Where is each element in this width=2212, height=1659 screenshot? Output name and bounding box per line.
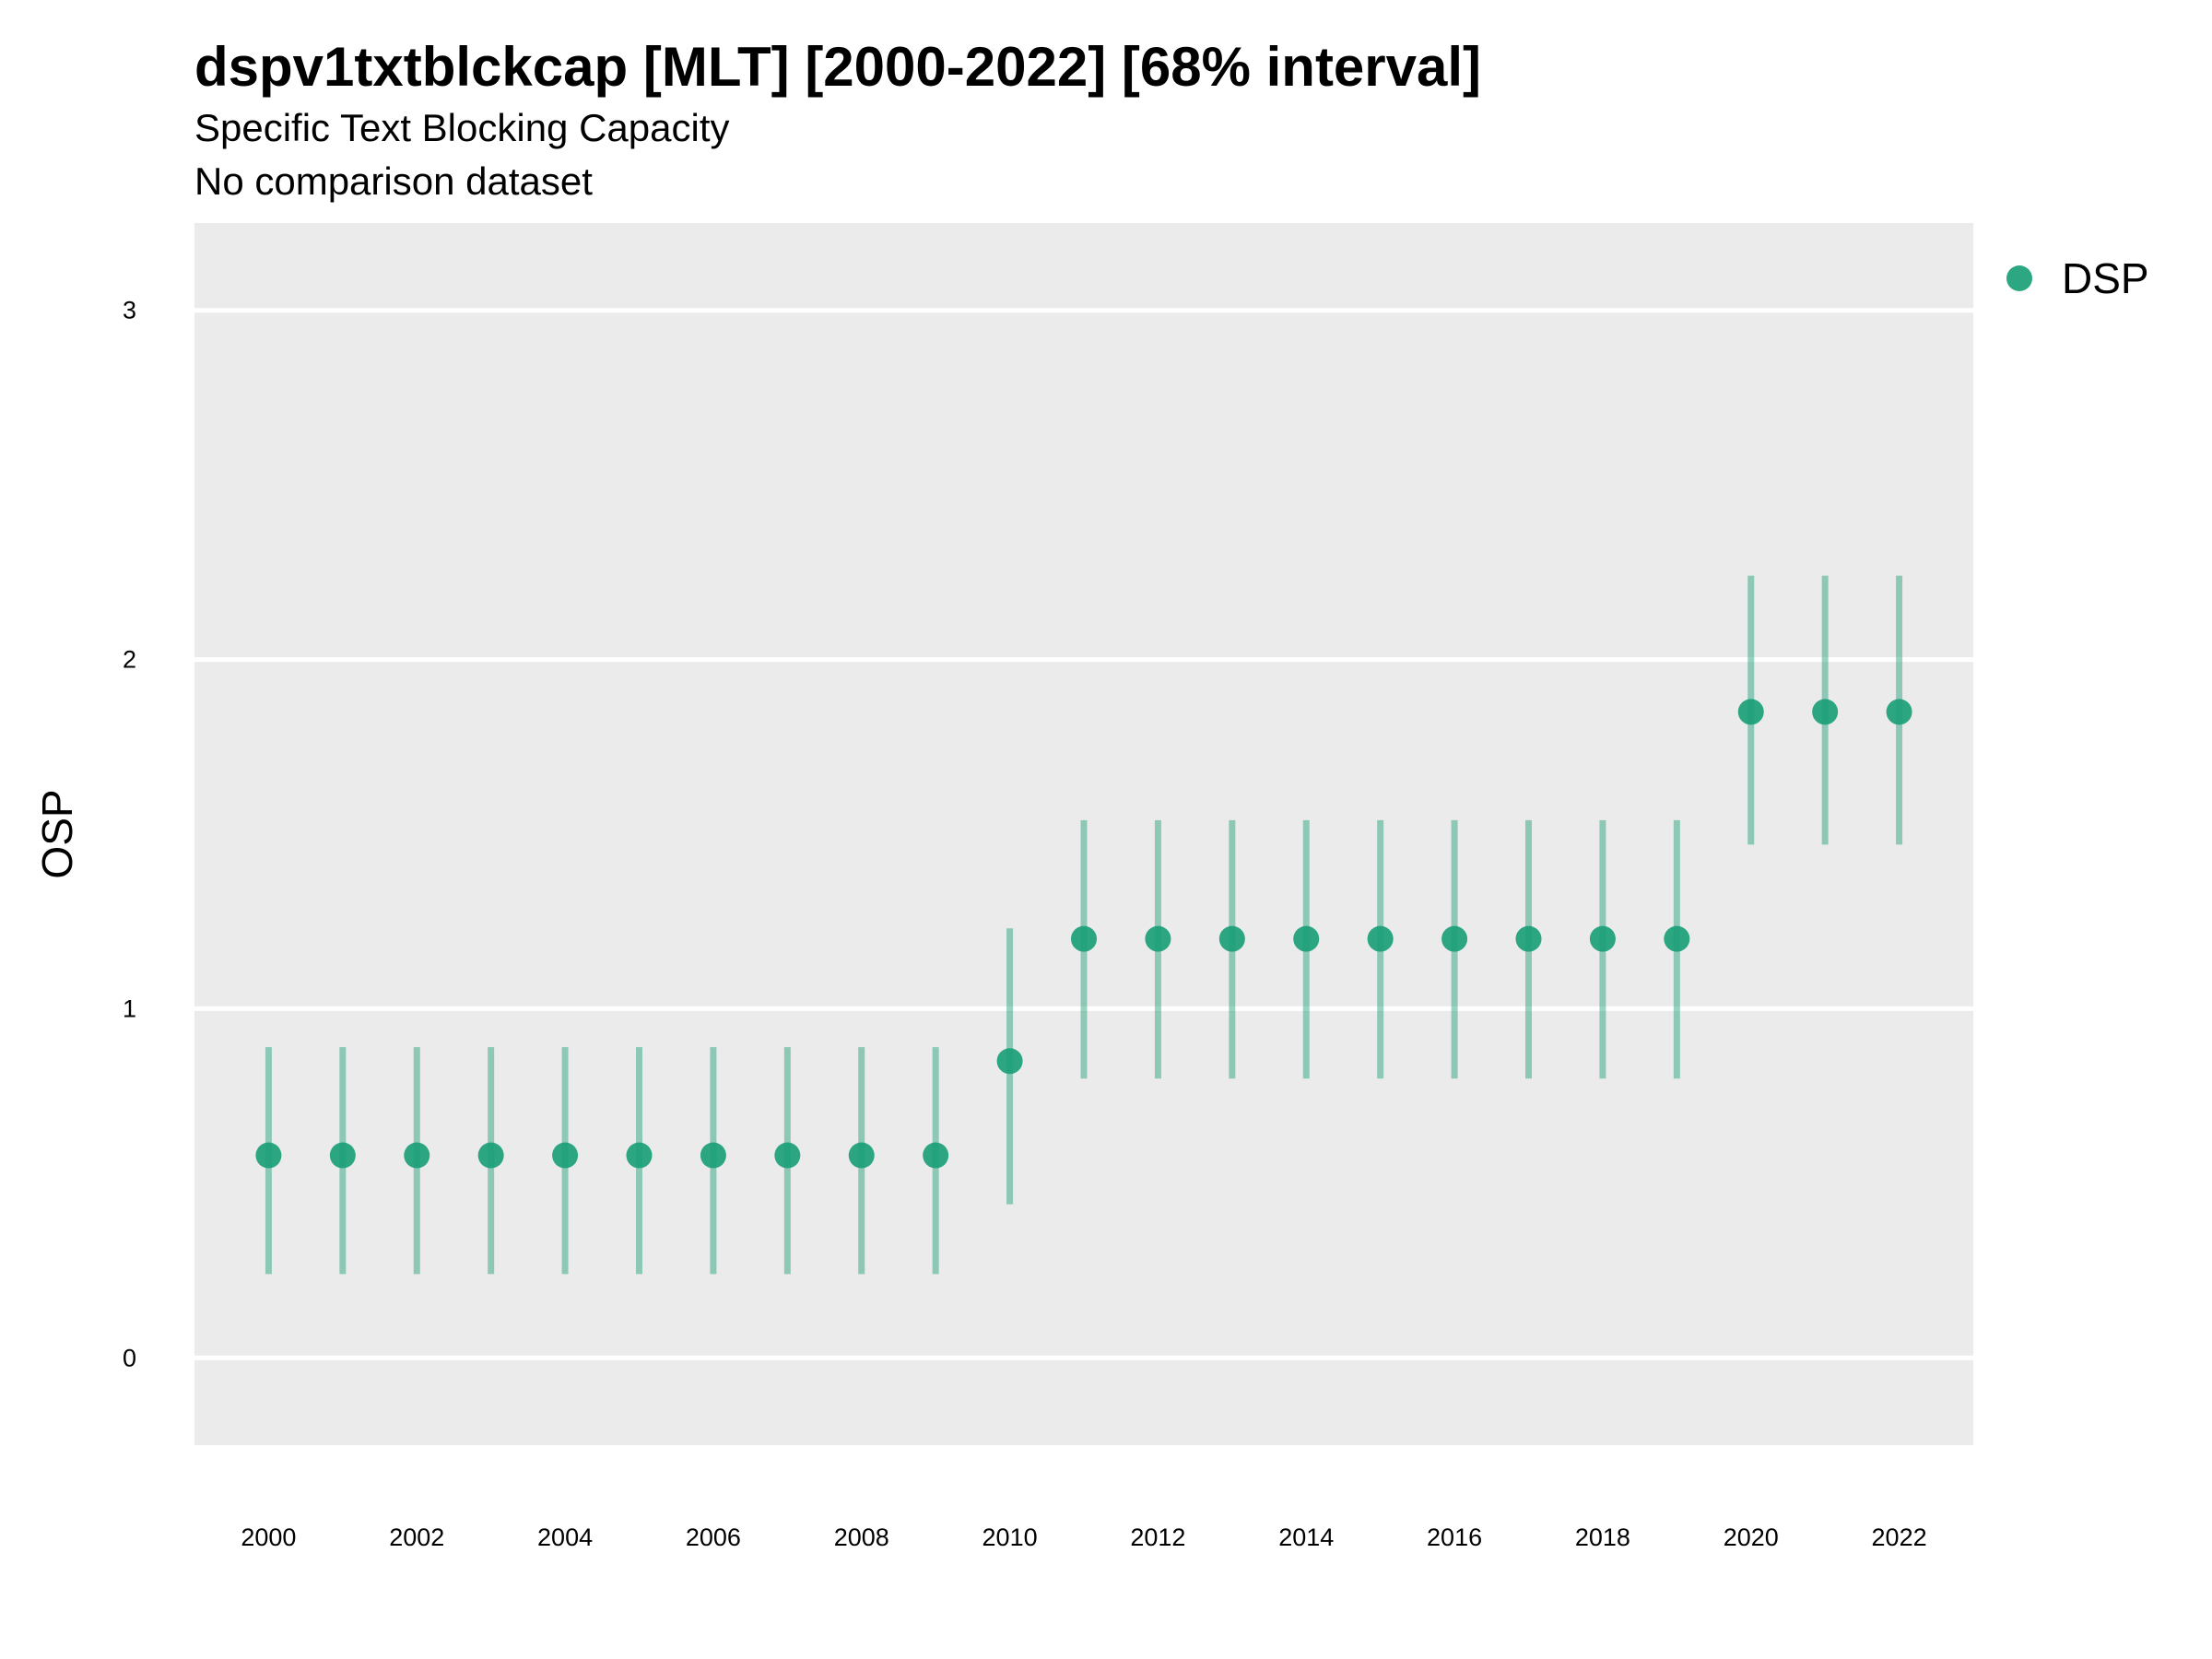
data-point xyxy=(1145,925,1171,952)
data-point xyxy=(1293,925,1320,952)
y-tick-label: 0 xyxy=(123,1344,136,1371)
x-tick-label: 2004 xyxy=(537,1524,593,1551)
y-tick-label: 1 xyxy=(123,994,136,1022)
x-tick-labels: 2000 2002 2004 2006 2008 2010 2012 2014 2016 2018… xyxy=(241,1524,1926,1551)
data-point xyxy=(552,1142,579,1169)
data-point xyxy=(774,1142,801,1169)
data-point xyxy=(1441,925,1468,952)
data-point xyxy=(1218,925,1245,952)
data-point xyxy=(1367,925,1394,952)
data-point xyxy=(1886,699,1912,725)
data-point xyxy=(923,1142,949,1169)
x-tick-label: 2012 xyxy=(1130,1524,1185,1551)
data-points xyxy=(255,699,1912,1169)
data-point xyxy=(1515,925,1542,952)
data-point xyxy=(255,1142,282,1169)
chart-caption: No comparison dataset xyxy=(194,159,593,203)
data-point xyxy=(700,1142,726,1169)
legend-swatch xyxy=(2006,265,2032,291)
chart-title: dspv1txtblckcap [MLT] [2000-2022] [68% i… xyxy=(194,36,1482,98)
x-tick-label: 2018 xyxy=(1575,1524,1630,1551)
x-tick-label: 2008 xyxy=(834,1524,889,1551)
legend-label-dsp: DSP xyxy=(2062,254,2149,302)
x-tick-label: 2022 xyxy=(1872,1524,1927,1551)
x-tick-label: 2010 xyxy=(982,1524,1038,1551)
data-point xyxy=(1812,699,1839,725)
x-tick-label: 2006 xyxy=(686,1524,741,1551)
y-tick-labels: 0 1 2 3 xyxy=(123,297,136,1372)
data-point xyxy=(1589,925,1616,952)
data-point xyxy=(477,1142,504,1169)
data-point xyxy=(1664,925,1690,952)
data-point xyxy=(626,1142,653,1169)
data-point xyxy=(1737,699,1764,725)
data-point xyxy=(1071,925,1097,952)
legend: DSP xyxy=(2006,254,2149,302)
x-tick-label: 2016 xyxy=(1427,1524,1482,1551)
data-point xyxy=(404,1142,430,1169)
x-tick-label: 2014 xyxy=(1278,1524,1334,1551)
y-tick-label: 3 xyxy=(123,297,136,324)
data-point xyxy=(329,1142,356,1169)
x-tick-label: 2000 xyxy=(241,1524,296,1551)
plot-panel xyxy=(194,223,1973,1445)
data-point xyxy=(996,1048,1023,1075)
x-tick-label: 2002 xyxy=(389,1524,444,1551)
chart-subtitle: Specific Text Blocking Capacity xyxy=(194,106,730,149)
x-tick-label: 2020 xyxy=(1724,1524,1779,1551)
data-point xyxy=(848,1142,875,1169)
y-tick-label: 2 xyxy=(123,646,136,674)
grid-lines xyxy=(194,308,1973,1360)
y-axis-label: OSP xyxy=(33,789,81,878)
